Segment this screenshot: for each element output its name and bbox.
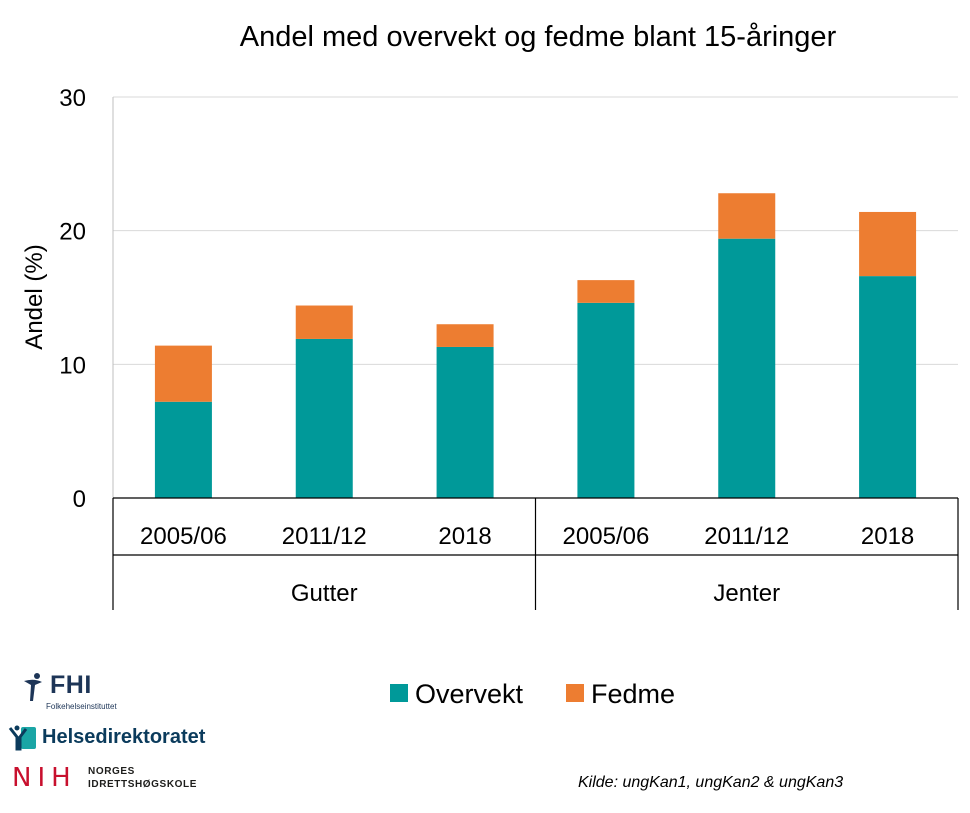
x-tick-label: 2011/12 <box>704 523 789 550</box>
bar-overvekt-4 <box>577 302 635 498</box>
nih-logo-text: NIH <box>12 763 77 793</box>
bar-overvekt-1 <box>154 401 212 498</box>
x-tick-label: 2005/06 <box>563 523 650 550</box>
legend-swatch-overvekt <box>390 684 408 702</box>
chart-title: Andel med overvekt og fedme blant 15-åri… <box>240 21 837 53</box>
bar-overvekt-2 <box>295 338 353 498</box>
x-tick-label: 2011/12 <box>282 523 367 550</box>
fhi-logo: FHI Folkehelseinstituttet <box>14 668 134 716</box>
y-axis-ticks: 0 10 20 30 <box>59 85 114 513</box>
bar-fedme-5 <box>718 193 776 239</box>
nih-logo: NIH NORGES IDRETTSHØGSKOLE <box>12 763 242 797</box>
legend-label-fedme: Fedme <box>591 679 675 709</box>
x-tick-label: 2018 <box>438 523 491 550</box>
x-axis: 2005/06 2011/12 2018 2005/06 2011/12 2018 Gutt… <box>112 497 959 610</box>
x-group-label: Jenter <box>713 580 780 607</box>
x-tick-label: 2005/06 <box>140 523 227 550</box>
y-axis-label: Andel (%) <box>21 244 48 349</box>
bar-overvekt-3 <box>436 346 494 498</box>
fhi-figure-icon <box>24 673 42 701</box>
bar-fedme-2 <box>295 305 353 339</box>
legend-label-overvekt: Overvekt <box>415 679 524 709</box>
bar-fedme-6 <box>859 211 917 277</box>
gridlines <box>113 96 958 365</box>
helsedirektoratet-logo-text: Helsedirektoratet <box>42 726 206 748</box>
bar-overvekt-6 <box>859 276 917 498</box>
y-tick-label: 20 <box>59 219 86 246</box>
bar-fedme-3 <box>436 324 494 347</box>
bar-fedme-1 <box>154 345 212 402</box>
x-group-label: Gutter <box>291 580 358 607</box>
fhi-logo-text: FHI <box>50 671 92 699</box>
bar-overvekt-5 <box>718 238 776 499</box>
source-note: Kilde: ungKan1, ungKan2 & ungKan3 <box>578 774 844 791</box>
legend: Overvekt Fedme <box>390 679 675 709</box>
fhi-logo-subtitle: Folkehelseinstituttet <box>46 702 117 711</box>
x-tick-label: 2018 <box>861 523 914 550</box>
y-tick-label: 30 <box>59 85 86 112</box>
y-tick-label: 10 <box>59 352 86 379</box>
helsedirektoratet-icon <box>8 725 36 751</box>
nih-logo-subtitle: NORGES IDRETTSHØGSKOLE <box>88 766 198 790</box>
bars <box>154 193 917 499</box>
y-tick-label: 0 <box>73 486 86 513</box>
legend-swatch-fedme <box>566 684 584 702</box>
helsedirektoratet-logo: Helsedirektoratet <box>8 723 238 757</box>
bar-fedme-4 <box>577 280 635 303</box>
